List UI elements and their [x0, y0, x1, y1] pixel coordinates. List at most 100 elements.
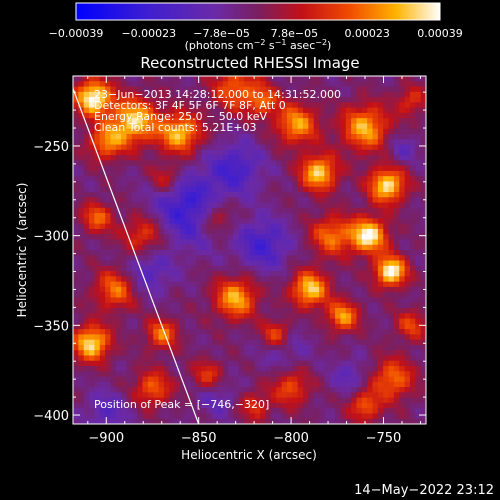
heatmap-cell	[196, 408, 202, 415]
heatmap-cell	[233, 107, 240, 114]
heatmap-cell	[217, 339, 224, 346]
heatmap-cell	[244, 223, 251, 230]
heatmap-cell	[131, 397, 138, 404]
heatmap-cell	[190, 255, 197, 262]
heatmap-cell	[377, 297, 384, 304]
heatmap-cell	[201, 186, 208, 193]
heatmap-cell	[335, 260, 342, 267]
heatmap-cell	[206, 339, 213, 346]
heatmap-cell	[142, 160, 149, 167]
heatmap-cell	[217, 255, 224, 262]
heatmap-cell	[372, 176, 379, 183]
heatmap-cell	[388, 313, 395, 320]
heatmap-cell	[292, 402, 299, 409]
heatmap-cell	[260, 292, 267, 299]
heatmap-cell	[377, 149, 384, 156]
heatmap-cell	[238, 123, 245, 130]
heatmap-cell	[265, 313, 272, 320]
heatmap-cell	[254, 86, 261, 93]
heatmap-cell	[313, 260, 320, 267]
heatmap-cell	[94, 218, 101, 225]
heatmap-cell	[313, 392, 320, 399]
heatmap-cell	[196, 118, 202, 125]
heatmap-cell	[83, 281, 90, 288]
heatmap-cell	[94, 76, 101, 82]
heatmap-cell	[281, 186, 288, 193]
heatmap-cell	[158, 202, 165, 209]
heatmap-cell	[420, 281, 426, 288]
heatmap-cell	[372, 86, 379, 93]
heatmap-cell	[206, 297, 213, 304]
heatmap-cell	[115, 413, 122, 420]
heatmap-cell	[254, 371, 261, 378]
heatmap-cell	[265, 302, 272, 309]
heatmap-cell	[388, 350, 395, 357]
heatmap-cell	[372, 418, 379, 424]
heatmap-cell	[179, 250, 186, 256]
heatmap-cell	[249, 265, 256, 272]
heatmap-cell	[196, 392, 202, 399]
heatmap-cell	[217, 387, 224, 393]
heatmap-cell	[73, 165, 79, 172]
heatmap-cell	[179, 123, 186, 130]
heatmap-cell	[367, 176, 374, 183]
heatmap-cell	[254, 239, 261, 246]
heatmap-cell	[308, 186, 315, 193]
heatmap-cell	[286, 371, 293, 378]
heatmap-cell	[201, 371, 208, 378]
heatmap-cell	[244, 97, 251, 103]
heatmap-cell	[222, 255, 229, 262]
heatmap-cell	[313, 271, 320, 277]
heatmap-cell	[105, 397, 112, 404]
heatmap-cell	[286, 387, 293, 393]
heatmap-cell	[110, 397, 117, 404]
heatmap-cell	[319, 186, 325, 193]
heatmap-cell	[324, 418, 331, 424]
heatmap-cell	[329, 112, 336, 119]
heatmap-cell	[201, 244, 208, 251]
heatmap-cell	[153, 265, 160, 272]
heatmap-cell	[110, 376, 117, 383]
heatmap-cell	[351, 144, 358, 151]
heatmap-cell	[83, 165, 90, 172]
heatmap-cell	[281, 360, 288, 367]
heatmap-cell	[367, 118, 374, 125]
heatmap-cell	[137, 134, 144, 140]
heatmap-cell	[110, 344, 117, 351]
y-axis-ticks: −250−300−350−400	[33, 91, 426, 424]
heatmap-cell	[83, 86, 90, 93]
heatmap-cell	[185, 144, 192, 151]
heatmap-cell	[196, 160, 202, 167]
heatmap-cell	[206, 292, 213, 299]
heatmap-cell	[126, 123, 133, 130]
heatmap-cell	[329, 339, 336, 346]
heatmap-cell	[73, 308, 79, 314]
heatmap-cell	[121, 176, 128, 183]
heatmap-cell	[329, 408, 336, 415]
heatmap-cell	[388, 207, 395, 214]
heatmap-cell	[142, 76, 149, 82]
heatmap-cell	[110, 413, 117, 420]
heatmap-cell	[308, 128, 315, 135]
heatmap-cell	[270, 371, 277, 378]
heatmap-cell	[163, 160, 170, 167]
heatmap-cell	[249, 207, 256, 214]
heatmap-cell	[105, 197, 112, 204]
heatmap-cell	[163, 202, 170, 209]
heatmap-cell	[383, 392, 390, 399]
heatmap-cell	[302, 186, 309, 193]
heatmap-cell	[185, 371, 192, 378]
heatmap-cell	[254, 118, 261, 125]
heatmap-cell	[415, 381, 422, 388]
heatmap-cell	[265, 392, 272, 399]
heatmap-cell	[345, 271, 352, 277]
heatmap-cell	[222, 155, 229, 161]
heatmap-cell	[329, 355, 336, 362]
heatmap-cell	[292, 149, 299, 156]
heatmap-cell	[281, 118, 288, 125]
heatmap-cell	[276, 155, 283, 161]
heatmap-cell	[302, 244, 309, 251]
heatmap-cell	[356, 360, 363, 367]
heatmap-cell	[169, 329, 176, 335]
heatmap-cell	[121, 128, 128, 135]
